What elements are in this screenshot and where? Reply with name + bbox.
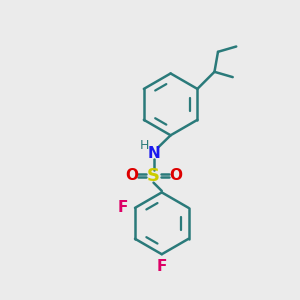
Text: S: S <box>147 167 160 184</box>
Text: O: O <box>169 168 182 183</box>
Text: F: F <box>117 200 128 215</box>
Text: N: N <box>147 146 160 161</box>
Text: H: H <box>140 139 149 152</box>
Text: O: O <box>125 168 138 183</box>
Text: F: F <box>157 259 167 274</box>
